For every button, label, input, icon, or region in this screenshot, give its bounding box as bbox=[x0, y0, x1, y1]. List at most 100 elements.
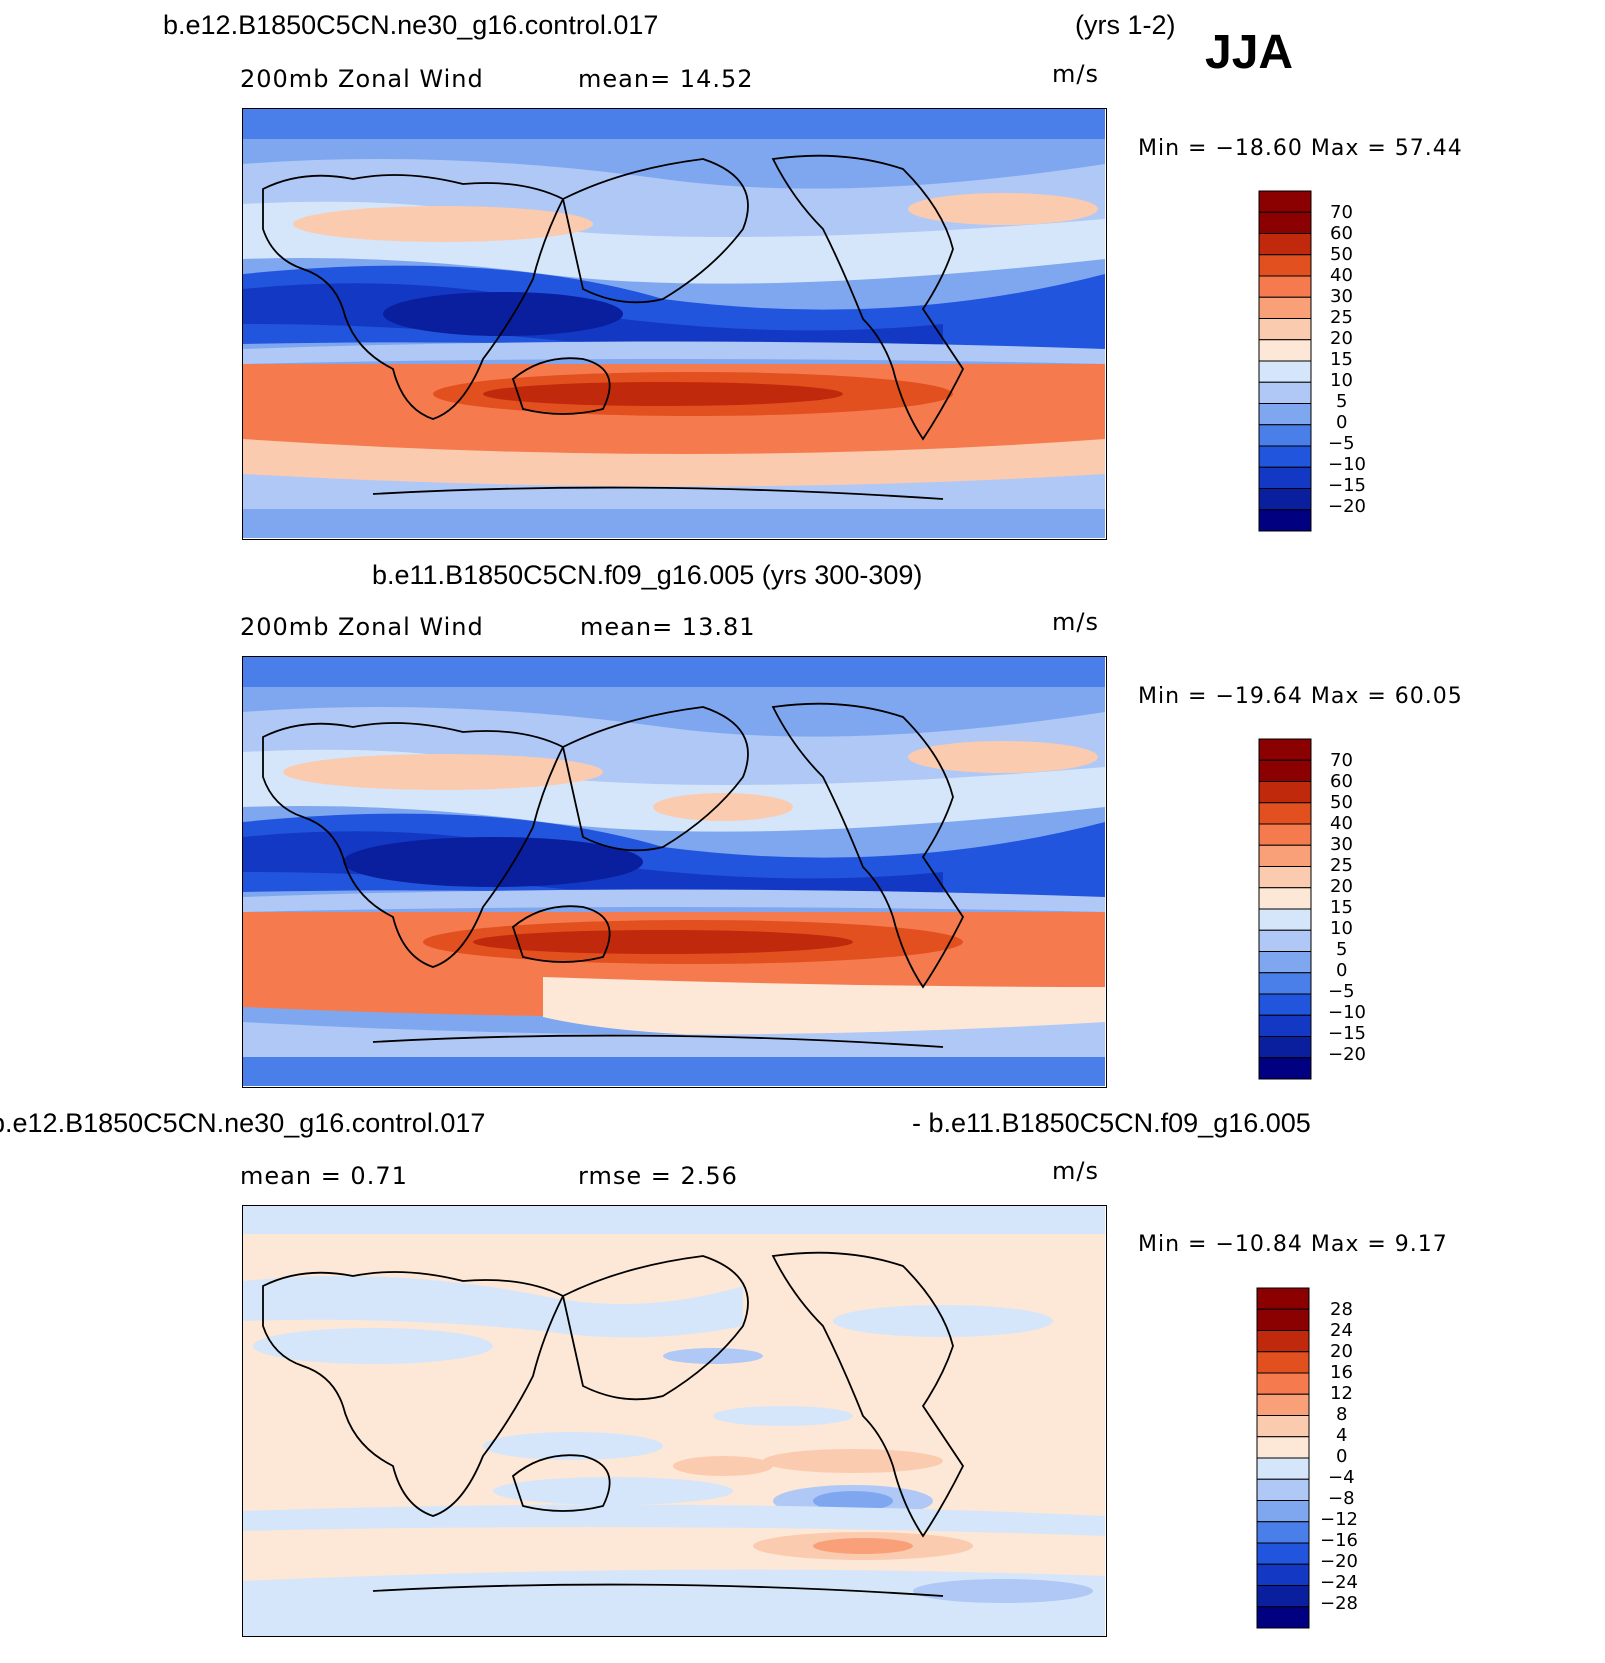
colorbar-swatch bbox=[1256, 1393, 1310, 1416]
panel3-colorbar-swatches bbox=[1256, 1287, 1310, 1629]
colorbar-swatch bbox=[1258, 887, 1312, 910]
panel3-cb-label-4: 12 bbox=[1330, 1383, 1353, 1404]
panel1-cb-label-0: 70 bbox=[1330, 202, 1353, 223]
colorbar-swatch bbox=[1258, 381, 1312, 404]
panel1-variable: 200mb Zonal Wind bbox=[240, 65, 484, 93]
panel1-cb-label-11: −5 bbox=[1328, 433, 1355, 454]
colorbar-swatch bbox=[1258, 509, 1312, 532]
panel1-cb-label-10: 0 bbox=[1336, 412, 1348, 433]
colorbar-swatch bbox=[1256, 1521, 1310, 1544]
colorbar-swatch bbox=[1258, 318, 1312, 341]
colorbar-swatch bbox=[1258, 738, 1312, 761]
colorbar-swatch bbox=[1258, 908, 1312, 931]
colorbar-swatch bbox=[1258, 1036, 1312, 1059]
panel1-cb-label-1: 60 bbox=[1330, 223, 1353, 244]
panel2-cb-label-11: −5 bbox=[1328, 981, 1355, 1002]
panel1-cb-label-4: 30 bbox=[1330, 286, 1353, 307]
panel1-cb-label-8: 10 bbox=[1330, 370, 1353, 391]
panel2-cb-label-13: −15 bbox=[1328, 1023, 1366, 1044]
panel3-cb-label-10: −12 bbox=[1320, 1509, 1358, 1530]
colorbar-swatch bbox=[1258, 759, 1312, 782]
colorbar-swatch bbox=[1256, 1330, 1310, 1353]
panel1-minmax: Min = −18.60 Max = 57.44 bbox=[1138, 136, 1463, 161]
panel2-title: b.e11.B1850C5CN.f09_g16.005 (yrs 300-309… bbox=[372, 560, 923, 590]
panel3-cb-label-2: 20 bbox=[1330, 1341, 1353, 1362]
panel1-cb-label-13: −15 bbox=[1328, 475, 1366, 496]
panel1-cb-label-7: 15 bbox=[1330, 349, 1353, 370]
panel2-cb-label-1: 60 bbox=[1330, 771, 1353, 792]
panel3-cb-label-14: −28 bbox=[1320, 1593, 1358, 1614]
colorbar-swatch bbox=[1256, 1585, 1310, 1608]
panel2-contour-field bbox=[243, 657, 1105, 1086]
panel2-cb-label-4: 30 bbox=[1330, 834, 1353, 855]
panel3-cb-label-12: −20 bbox=[1320, 1551, 1358, 1572]
panel1-colorbar: 70 60 50 40 30 25 20 15 10 5 0 −5 −10 −1… bbox=[1258, 190, 1366, 537]
colorbar-swatch bbox=[1258, 972, 1312, 995]
panel1-cb-label-12: −10 bbox=[1328, 454, 1366, 475]
colorbar-swatch bbox=[1258, 211, 1312, 234]
panel2-cb-label-8: 10 bbox=[1330, 918, 1353, 939]
panel3-cb-label-5: 8 bbox=[1336, 1404, 1348, 1425]
panel3-units: m/s bbox=[1052, 1157, 1099, 1185]
panel2-map bbox=[242, 656, 1107, 1088]
colorbar-swatch bbox=[1256, 1500, 1310, 1523]
panel2-cb-label-6: 20 bbox=[1330, 876, 1353, 897]
panel2-cb-label-0: 70 bbox=[1330, 750, 1353, 771]
panel3-contour-field bbox=[243, 1206, 1105, 1636]
panel3-colorbar: 28 24 20 16 12 8 4 0 −4 −8 −12 −16 −20 −… bbox=[1256, 1287, 1358, 1634]
colorbar-swatch bbox=[1258, 1057, 1312, 1080]
colorbar-swatch bbox=[1258, 466, 1312, 489]
panel2-cb-label-3: 40 bbox=[1330, 813, 1353, 834]
colorbar-swatch bbox=[1258, 445, 1312, 468]
colorbar-swatch bbox=[1256, 1372, 1310, 1395]
colorbar-swatch bbox=[1258, 929, 1312, 952]
panel2-variable: 200mb Zonal Wind bbox=[240, 613, 484, 641]
colorbar-swatch bbox=[1258, 844, 1312, 867]
colorbar-swatch bbox=[1258, 802, 1312, 825]
panel1-title-left: b.e12.B1850C5CN.ne30_g16.control.017 bbox=[163, 10, 659, 40]
colorbar-swatch bbox=[1256, 1457, 1310, 1480]
colorbar-swatch bbox=[1258, 823, 1312, 846]
colorbar-swatch bbox=[1258, 233, 1312, 256]
panel2-minmax: Min = −19.64 Max = 60.05 bbox=[1138, 684, 1463, 709]
panel2-cb-label-12: −10 bbox=[1328, 1002, 1366, 1023]
panel3-cb-label-0: 28 bbox=[1330, 1299, 1353, 1320]
panel2-units: m/s bbox=[1052, 608, 1099, 636]
panel3-cb-label-11: −16 bbox=[1320, 1530, 1358, 1551]
colorbar-swatch bbox=[1258, 296, 1312, 319]
colorbar-swatch bbox=[1258, 339, 1312, 362]
panel1-cb-label-14: −20 bbox=[1328, 496, 1366, 517]
colorbar-swatch bbox=[1256, 1563, 1310, 1586]
panel3-cb-label-8: −4 bbox=[1328, 1467, 1355, 1488]
panel2-cb-label-14: −20 bbox=[1328, 1044, 1366, 1065]
panel3-title-right: - b.e11.B1850C5CN.f09_g16.005 bbox=[912, 1108, 1311, 1138]
colorbar-swatch bbox=[1256, 1287, 1310, 1310]
panel2-cb-label-2: 50 bbox=[1330, 792, 1353, 813]
colorbar-swatch bbox=[1256, 1606, 1310, 1629]
colorbar-swatch bbox=[1258, 424, 1312, 447]
panel3-title-left: b.e12.B1850C5CN.ne30_g16.control.017 bbox=[0, 1108, 486, 1138]
panel1-contour-field bbox=[243, 109, 1105, 538]
colorbar-swatch bbox=[1256, 1478, 1310, 1501]
colorbar-swatch bbox=[1256, 1542, 1310, 1565]
panel3-cb-label-7: 0 bbox=[1336, 1446, 1348, 1467]
panel2-colorbar-swatches bbox=[1258, 738, 1312, 1080]
panel2-cb-label-10: 0 bbox=[1336, 960, 1348, 981]
colorbar-swatch bbox=[1256, 1308, 1310, 1331]
colorbar-swatch bbox=[1258, 275, 1312, 298]
panel2-colorbar: 70 60 50 40 30 25 20 15 10 5 0 −5 −10 −1… bbox=[1258, 738, 1366, 1085]
panel2-mean: mean= 13.81 bbox=[580, 613, 756, 641]
panel1-units: m/s bbox=[1052, 60, 1099, 88]
colorbar-swatch bbox=[1256, 1351, 1310, 1374]
panel1-cb-label-2: 50 bbox=[1330, 244, 1353, 265]
colorbar-swatch bbox=[1258, 190, 1312, 213]
panel3-rmse: rmse = 2.56 bbox=[578, 1162, 738, 1190]
panel3-cb-label-1: 24 bbox=[1330, 1320, 1353, 1341]
colorbar-swatch bbox=[1258, 951, 1312, 974]
panel1-cb-label-5: 25 bbox=[1330, 307, 1353, 328]
colorbar-swatch bbox=[1258, 781, 1312, 804]
season-label: JJA bbox=[1205, 26, 1294, 79]
panel1-mean: mean= 14.52 bbox=[578, 65, 754, 93]
panel1-cb-label-3: 40 bbox=[1330, 265, 1353, 286]
panel3-cb-label-9: −8 bbox=[1328, 1488, 1355, 1509]
